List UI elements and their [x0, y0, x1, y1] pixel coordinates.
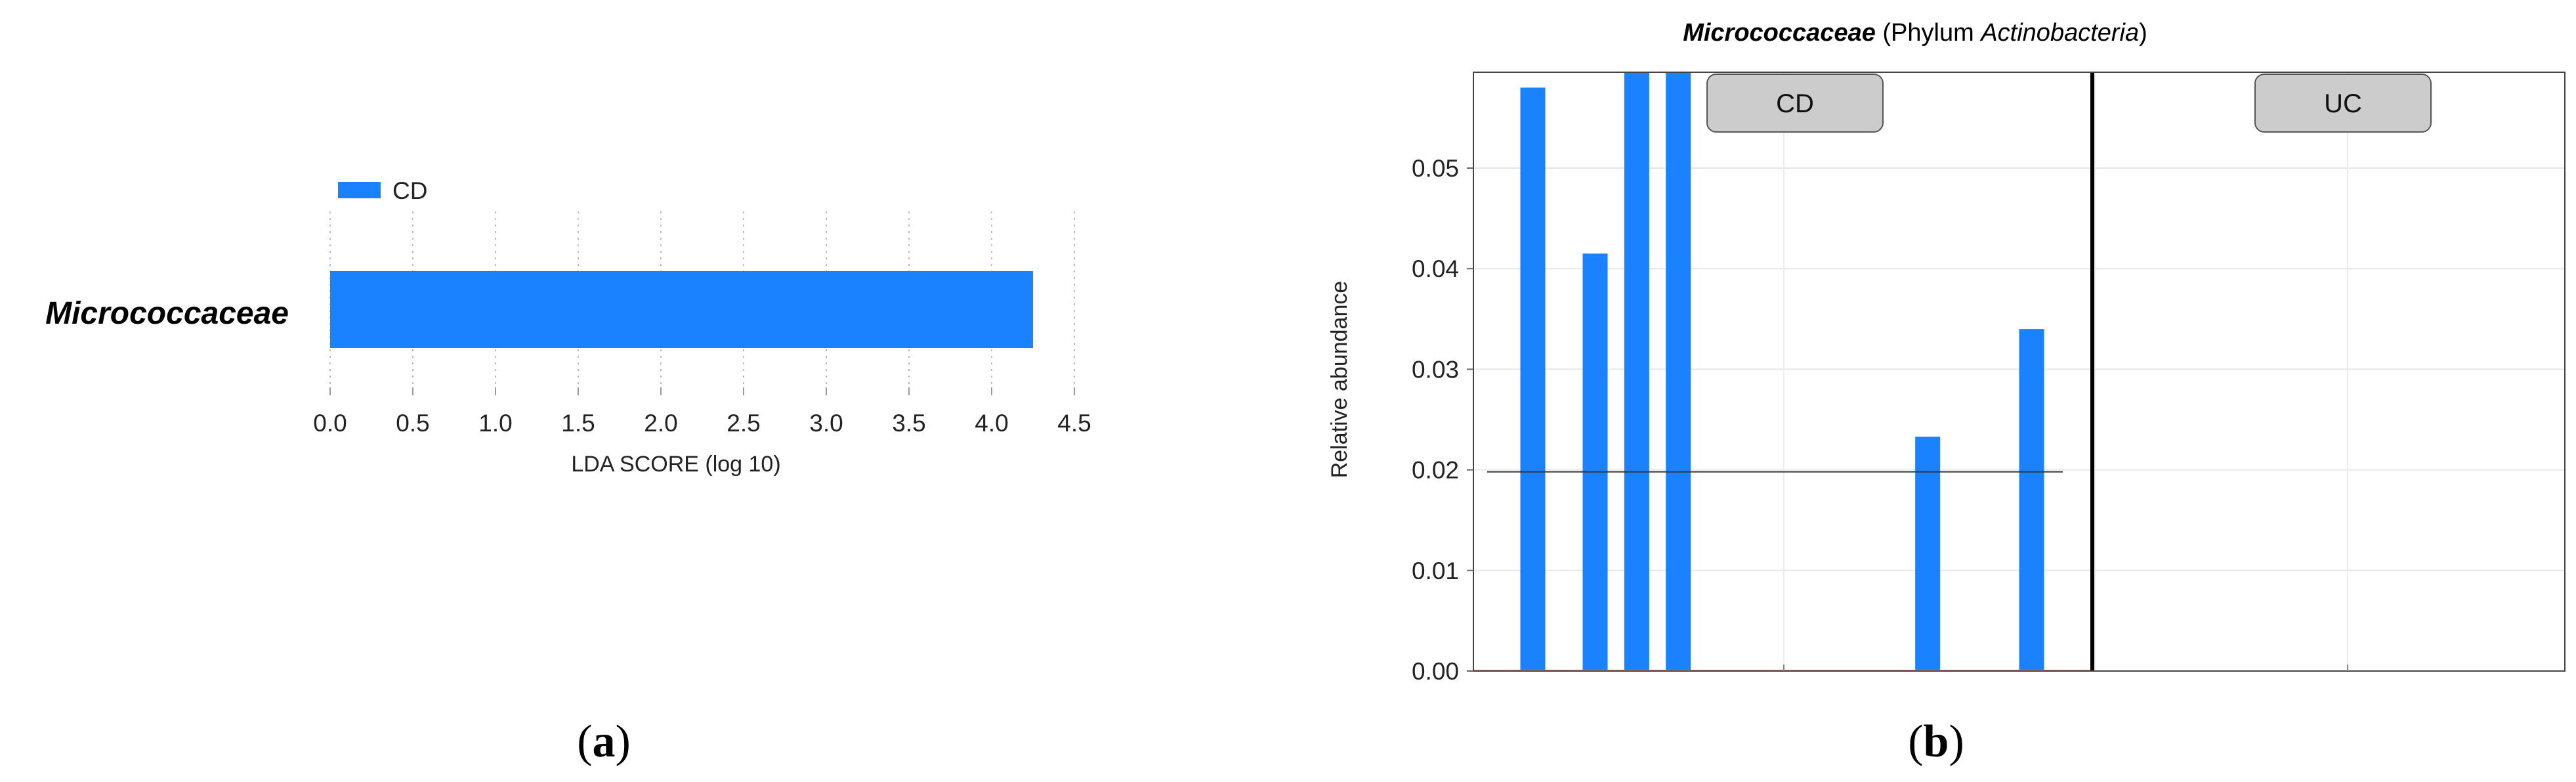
legend: CD — [338, 177, 427, 204]
lda-bar — [330, 271, 1033, 348]
y-tick-label: 0.04 — [1412, 255, 1459, 282]
sample-bar — [1582, 253, 1608, 672]
x-tick-label: 4.5 — [1057, 410, 1091, 437]
x-tick-label: 2.0 — [644, 410, 677, 437]
group-strip-cd — [1706, 74, 1884, 133]
y-tick-label: 0.01 — [1412, 557, 1459, 584]
legend-swatch-cd — [338, 182, 381, 198]
sample-bar — [1915, 437, 1941, 671]
x-tick-label: 2.5 — [727, 410, 760, 437]
x-tick-label: 0.5 — [396, 410, 429, 437]
x-tick-label: 3.5 — [892, 410, 925, 437]
y-tick-label: 0.02 — [1412, 457, 1459, 484]
y-axis-label: Relative abundance — [1327, 281, 1352, 479]
x-tick-label: 3.0 — [809, 410, 843, 437]
legend-label-cd: CD — [392, 177, 427, 204]
sample-bar — [1666, 72, 1691, 671]
x-tick-label: 0.0 — [313, 410, 347, 437]
group-strip-uc — [2254, 74, 2432, 133]
x-tick-label: 1.5 — [561, 410, 595, 437]
panel-letter-b: b — [1924, 716, 1949, 767]
y-tick-label: 0.00 — [1412, 658, 1459, 685]
sample-bar — [1624, 72, 1649, 671]
x-tick-label: 4.0 — [975, 410, 1008, 437]
panel-letter-a: a — [593, 716, 616, 767]
y-tick-label: 0.03 — [1412, 356, 1459, 383]
category-label: Micrococcaceae — [45, 296, 289, 331]
y-tick-label: 0.05 — [1412, 155, 1459, 182]
chart-title: Micrococcaceae (Phylum Actinobacteria) — [1683, 19, 2147, 47]
group-strip-uc-label: UC — [2324, 89, 2362, 118]
panel-label-b: (b) — [1908, 716, 1964, 767]
lda-chart: CD Micrococcaceae 0.0 0.5 1.0 1.5 2.0 2.5 3.0 3… — [45, 177, 1091, 477]
x-tick-label: 1.0 — [478, 410, 512, 437]
abundance-chart: Micrococcaceae (Phylum Actinobacteria) C… — [1327, 19, 2565, 685]
panel-label-a: (a) — [577, 716, 631, 767]
group-strip-cd-label: CD — [1776, 89, 1814, 118]
x-axis-label: LDA SCORE (log 10) — [571, 452, 780, 477]
sample-bar — [1520, 87, 1546, 671]
sample-bar — [2019, 329, 2044, 671]
plot-frame — [1473, 72, 2565, 672]
